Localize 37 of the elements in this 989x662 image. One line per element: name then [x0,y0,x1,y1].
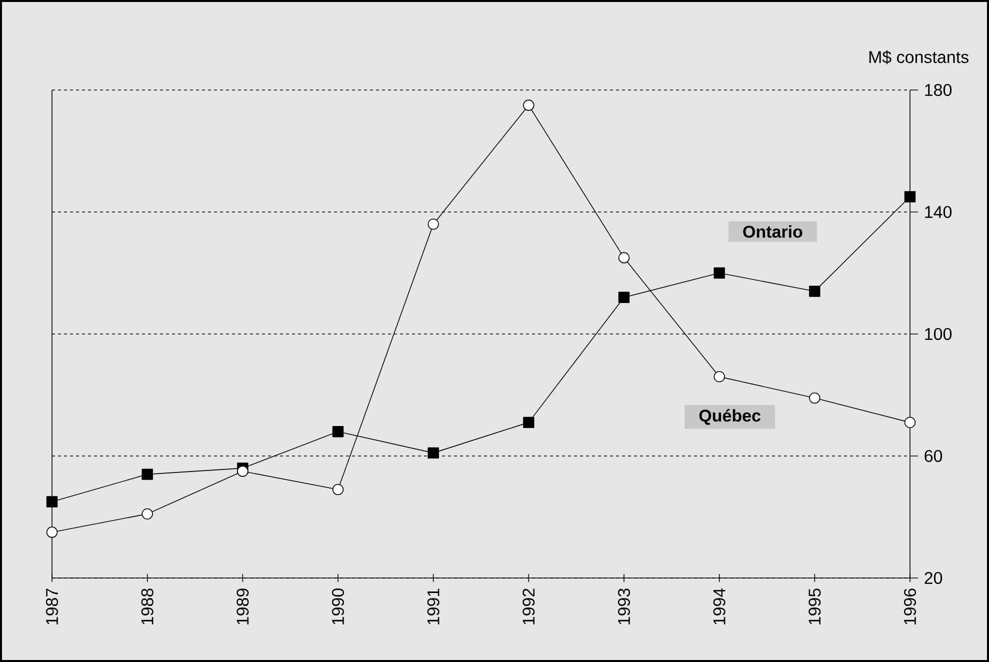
x-tick-label: 1994 [713,588,726,624]
series-label: Québec [699,409,760,425]
point [237,466,248,477]
point [904,191,916,202]
y-axis-title: M$ constants [869,50,968,64]
x-tick-label: 1996 [904,588,916,624]
x-tick-label: 1992 [522,588,535,624]
x-tick-label: 1993 [618,588,630,624]
point [46,526,58,538]
x-tick-label: 1995 [808,588,821,624]
y-tick-label: 60 [924,450,942,462]
text: Ontario [743,225,802,238]
point [523,100,534,111]
point [904,416,916,428]
point [142,468,153,480]
y-tick-label: 140 [925,206,952,218]
point [809,286,820,297]
point [428,447,439,459]
x-tick-label: 1989 [236,588,249,624]
point [332,426,344,438]
x-tick-label: 1988 [141,588,154,624]
point [618,252,630,264]
x-tick-label: 1990 [332,588,344,624]
point [714,371,725,382]
point [428,218,439,230]
point [714,267,725,279]
point [332,484,344,496]
point [142,508,153,520]
point [618,292,630,303]
y-tick-label: 100 [925,328,952,340]
y-tick-label: 180 [925,84,952,96]
point [809,392,820,404]
x-tick-label: 1991 [427,588,440,624]
point [46,496,58,508]
x-tick-label: 1987 [46,588,58,624]
y-tick-label: 20 [924,572,942,584]
point [523,416,534,428]
